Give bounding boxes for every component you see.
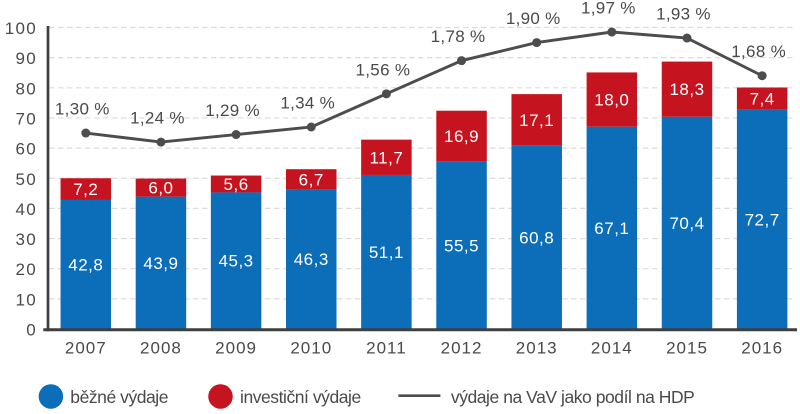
svg-text:1,29 %: 1,29 % xyxy=(205,101,260,120)
svg-text:42,8: 42,8 xyxy=(68,255,103,274)
svg-text:60,8: 60,8 xyxy=(519,228,554,247)
svg-text:70: 70 xyxy=(15,109,37,128)
svg-text:43,9: 43,9 xyxy=(143,254,178,273)
svg-text:2008: 2008 xyxy=(140,339,182,358)
svg-text:90: 90 xyxy=(15,49,37,68)
svg-text:2013: 2013 xyxy=(516,339,558,358)
svg-text:51,1: 51,1 xyxy=(369,243,404,262)
svg-text:1,34 %: 1,34 % xyxy=(280,94,335,113)
svg-text:2016: 2016 xyxy=(741,339,783,358)
svg-text:1,90 %: 1,90 % xyxy=(506,9,561,28)
svg-text:50: 50 xyxy=(15,170,37,189)
svg-text:1,68 %: 1,68 % xyxy=(731,42,786,61)
svg-text:72,7: 72,7 xyxy=(745,210,780,229)
svg-text:11,7: 11,7 xyxy=(369,148,403,167)
svg-text:investiční výdaje: investiční výdaje xyxy=(240,387,361,407)
svg-text:2011: 2011 xyxy=(366,339,407,358)
svg-text:1,24 %: 1,24 % xyxy=(130,109,185,128)
svg-text:2010: 2010 xyxy=(290,339,332,358)
svg-text:16,9: 16,9 xyxy=(444,127,479,146)
svg-text:2015: 2015 xyxy=(666,339,708,358)
svg-text:2009: 2009 xyxy=(215,339,257,358)
svg-text:7,2: 7,2 xyxy=(73,180,98,199)
svg-text:1,97 %: 1,97 % xyxy=(581,0,636,18)
svg-text:45,3: 45,3 xyxy=(219,252,254,271)
svg-text:5,6: 5,6 xyxy=(224,175,249,194)
svg-text:80: 80 xyxy=(15,79,37,98)
svg-text:6,0: 6,0 xyxy=(148,179,173,198)
svg-text:0: 0 xyxy=(26,321,37,340)
svg-text:20: 20 xyxy=(15,260,37,279)
svg-text:55,5: 55,5 xyxy=(444,236,479,255)
svg-text:1,78 %: 1,78 % xyxy=(431,27,486,46)
svg-text:30: 30 xyxy=(15,230,37,249)
svg-text:1,56 %: 1,56 % xyxy=(356,60,411,79)
svg-text:60: 60 xyxy=(15,140,37,159)
svg-text:40: 40 xyxy=(15,200,37,219)
svg-text:2007: 2007 xyxy=(65,339,107,358)
svg-text:6,7: 6,7 xyxy=(299,170,324,189)
svg-text:17,1: 17,1 xyxy=(519,111,554,130)
svg-text:2014: 2014 xyxy=(591,339,633,358)
svg-text:18,0: 18,0 xyxy=(594,91,629,110)
svg-text:18,3: 18,3 xyxy=(669,80,704,99)
svg-text:70,4: 70,4 xyxy=(669,214,704,233)
svg-text:100: 100 xyxy=(5,19,37,38)
svg-text:10: 10 xyxy=(15,290,37,309)
svg-text:běžné výdaje: běžné výdaje xyxy=(70,387,168,407)
svg-text:46,3: 46,3 xyxy=(294,250,329,269)
svg-text:1,93 %: 1,93 % xyxy=(656,5,711,24)
svg-text:2012: 2012 xyxy=(441,339,483,358)
svg-text:výdaje na VaV jako podíl na HD: výdaje na VaV jako podíl na HDP xyxy=(451,387,695,407)
svg-text:7,4: 7,4 xyxy=(750,90,775,109)
svg-text:1,30 %: 1,30 % xyxy=(55,100,110,119)
svg-text:67,1: 67,1 xyxy=(594,219,629,238)
